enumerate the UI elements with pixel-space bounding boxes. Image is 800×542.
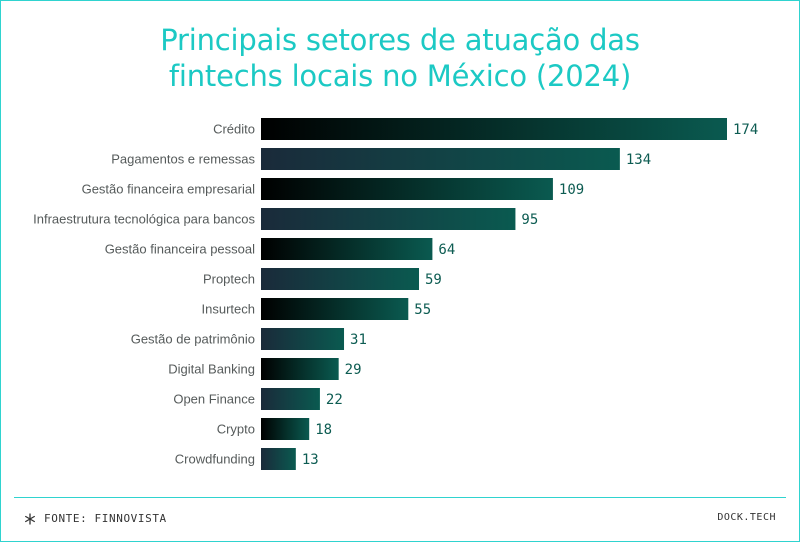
chart-title-line-2: fintechs locais no México (2024) — [168, 59, 632, 93]
bar-row: Infraestrutura tecnológica para bancos 95 — [33, 208, 538, 230]
value-label: 13 — [302, 452, 319, 468]
category-label: Crowdfunding — [175, 452, 255, 467]
value-label: 55 — [414, 302, 431, 318]
footer-divider — [14, 497, 786, 498]
brand-text[interactable]: DOCK.TECH — [717, 512, 776, 523]
chart-title-line-1: Principais setores de atuação das — [160, 23, 640, 57]
bar — [261, 118, 727, 140]
category-label: Crédito — [213, 122, 255, 137]
category-label: Gestão financeira empresarial — [82, 182, 256, 197]
value-label: 18 — [315, 422, 332, 438]
value-label: 64 — [438, 242, 455, 258]
bar — [261, 298, 409, 320]
bar-row: Crypto 18 — [217, 418, 332, 440]
category-label: Pagamentos e remessas — [111, 152, 255, 167]
category-label: Digital Banking — [168, 362, 255, 377]
bar — [261, 448, 296, 470]
bar-row: Proptech 59 — [203, 268, 442, 290]
asterisk-icon — [25, 512, 35, 525]
bar-row: Digital Banking 29 — [168, 358, 362, 380]
value-label: 29 — [345, 362, 362, 378]
value-label: 31 — [350, 332, 367, 348]
category-label: Crypto — [217, 422, 255, 437]
category-label: Infraestrutura tecnológica para bancos — [33, 212, 255, 227]
bar-row: Insurtech 55 — [202, 298, 431, 320]
category-label: Insurtech — [202, 302, 255, 317]
chart-title: Principais setores de atuação das fintec… — [0, 22, 800, 94]
bar — [261, 178, 553, 200]
bar-row: Gestão financeira empresarial 109 — [82, 178, 584, 200]
bar-row: Crowdfunding 13 — [175, 448, 319, 470]
footer-source: FONTE: FINNOVISTA — [24, 512, 167, 525]
bar — [261, 418, 310, 440]
bar-row: Open Finance 22 — [173, 388, 343, 410]
bar — [261, 358, 339, 380]
bar-row: Crédito 174 — [213, 118, 758, 140]
value-label: 109 — [559, 182, 584, 198]
bar — [261, 328, 345, 350]
bar — [261, 388, 320, 410]
value-label: 59 — [425, 272, 442, 288]
value-label: 22 — [326, 392, 343, 408]
bar-row: Pagamentos e remessas 134 — [111, 148, 651, 170]
bar-row: Gestão de patrimônio 31 — [131, 328, 367, 350]
bar-row: Gestão financeira pessoal 64 — [105, 238, 455, 260]
bar — [261, 148, 620, 170]
value-label: 174 — [733, 122, 758, 138]
value-label: 95 — [521, 212, 538, 228]
bars-layer: Crédito 174 Pagamentos e remessas 134 Gestão… — [33, 118, 758, 470]
bar — [261, 238, 433, 260]
source-text: FONTE: FINNOVISTA — [44, 512, 167, 525]
value-label: 134 — [626, 152, 651, 168]
bar — [261, 268, 420, 290]
category-label: Gestão de patrimônio — [131, 332, 255, 347]
category-label: Gestão financeira pessoal — [105, 242, 255, 257]
category-label: Proptech — [203, 272, 255, 287]
category-label: Open Finance — [173, 392, 255, 407]
bar — [261, 208, 516, 230]
